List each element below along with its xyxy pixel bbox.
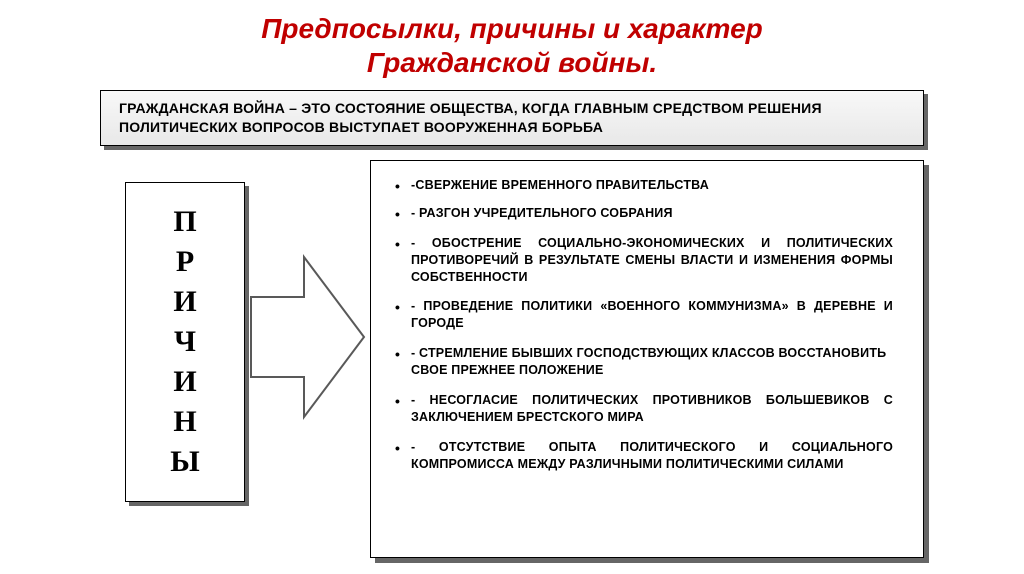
causes-letter: Ч — [174, 327, 196, 357]
title-line-2: Гражданской войны. — [367, 47, 657, 78]
cause-item: -СВЕРЖЕНИЕ ВРЕМЕННОГО ПРАВИТЕЛЬСТВА — [411, 177, 893, 194]
cause-item: - СТРЕМЛЕНИЕ БЫВШИХ ГОСПОДСТВУЮЩИХ КЛАСС… — [411, 345, 893, 379]
cause-item: - НЕСОГЛАСИЕ ПОЛИТИЧЕСКИХ ПРОТИВНИКОВ БО… — [411, 392, 893, 426]
causes-letter: И — [173, 367, 196, 397]
causes-letter: Ы — [170, 447, 199, 477]
causes-list-box: -СВЕРЖЕНИЕ ВРЕМЕННОГО ПРАВИТЕЛЬСТВА - РА… — [370, 160, 924, 558]
cause-item: - ОТСУТСТВИЕ ОПЫТА ПОЛИТИЧЕСКОГО И СОЦИА… — [411, 439, 893, 473]
cause-item: - РАЗГОН УЧРЕДИТЕЛЬНОГО СОБРАНИЯ — [411, 205, 893, 222]
causes-letter: Р — [176, 247, 194, 277]
definition-box: ГРАЖДАНСКАЯ ВОЙНА – ЭТО СОСТОЯНИЕ ОБЩЕСТ… — [100, 90, 924, 146]
slide-title: Предпосылки, причины и характер Гражданс… — [0, 0, 1024, 79]
causes-letter: И — [173, 287, 196, 317]
definition-text: ГРАЖДАНСКАЯ ВОЙНА – ЭТО СОСТОЯНИЕ ОБЩЕСТ… — [119, 100, 822, 135]
arrow-icon — [249, 252, 369, 422]
title-line-1: Предпосылки, причины и характер — [261, 13, 763, 44]
causes-vertical-label: П Р И Ч И Н Ы — [125, 182, 245, 502]
cause-item: - ОБОСТРЕНИЕ СОЦИАЛЬНО-ЭКОНОМИЧЕСКИХ И П… — [411, 235, 893, 286]
causes-letter: Н — [173, 407, 196, 437]
causes-letter: П — [173, 207, 196, 237]
cause-item: - ПРОВЕДЕНИЕ ПОЛИТИКИ «ВОЕННОГО КОММУНИЗ… — [411, 298, 893, 332]
